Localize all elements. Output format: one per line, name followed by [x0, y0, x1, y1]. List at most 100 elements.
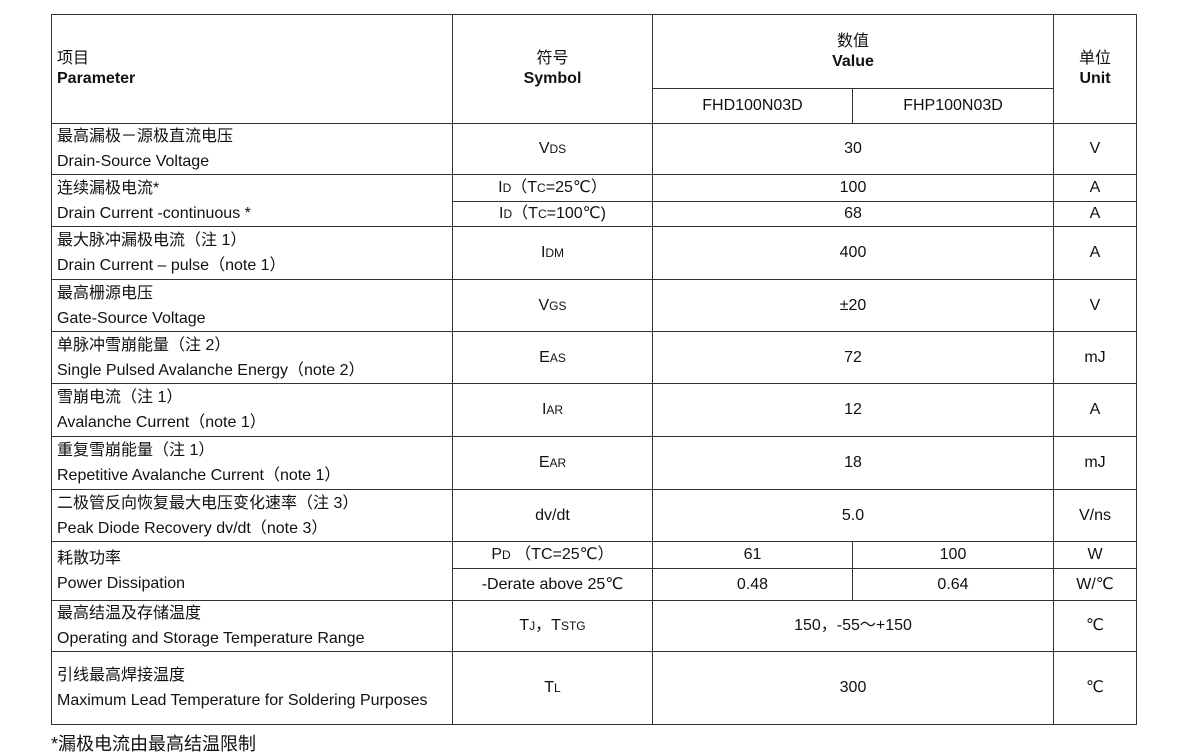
symbol-cell: IDM	[452, 226, 653, 280]
symbol-text: （T	[511, 179, 538, 196]
symbol-text: =100℃)	[546, 205, 606, 222]
parameter-cell: 最大脉冲漏极电流（注 1） Drain Current – pulse（note …	[51, 226, 453, 280]
unit-cell: ℃	[1053, 651, 1137, 725]
value-cell: 100	[652, 174, 1054, 202]
parameter-cell: 单脉冲雪崩能量（注 2） Single Pulsed Avalanche Ener…	[51, 331, 453, 384]
header-parameter: 项目 Parameter	[51, 14, 453, 124]
parameter-cn: 引线最高焊接温度	[57, 667, 186, 684]
value-cell: 30	[652, 123, 1054, 175]
symbol-text: V	[538, 140, 550, 157]
parameter-cn: 最高栅源电压	[57, 284, 154, 302]
table-row: 单脉冲雪崩能量（注 2） Single Pulsed Avalanche Ener…	[51, 331, 1137, 384]
header-value-cn: 数值	[836, 32, 869, 50]
unit-cell: ℃	[1053, 600, 1137, 652]
symbol-subscript: GS	[549, 298, 567, 313]
symbol-cell: TJ，TSTG	[452, 600, 653, 652]
symbol-text: =25℃）	[545, 179, 607, 196]
symbol-subscript: D	[502, 181, 512, 195]
symbol-cell: dv/dt	[452, 489, 653, 542]
parameter-en: Drain-Source Voltage	[57, 153, 210, 170]
parameter-cell: 重复雪崩能量（注 1） Repetitive Avalanche Current（…	[51, 436, 453, 490]
symbol-subscript: AS	[549, 350, 566, 365]
symbol-subscript: DS	[549, 142, 567, 156]
symbol-cell: TL	[452, 651, 653, 725]
value-cell-1: 0.48	[652, 568, 853, 601]
symbol-cell: -Derate above 25℃	[452, 568, 653, 601]
parameter-cn: 雪崩电流（注 1）	[57, 389, 183, 406]
symbol-cell: ID（TC=100℃)	[452, 201, 653, 227]
value-cell: 400	[652, 226, 1054, 280]
symbol-text: E	[538, 454, 550, 471]
symbol-text: P	[491, 546, 503, 563]
header-row: 项目 Parameter 符号 Symbol 数值 Value 单位 Unit	[51, 14, 1137, 124]
parameter-cn: 最大脉冲漏极电流（注 1）	[57, 232, 247, 249]
symbol-text: E	[539, 348, 550, 366]
parameter-cell: 耗散功率 Power Dissipation	[51, 541, 453, 601]
value-cell-2: 100	[852, 541, 1054, 569]
parameter-en: Drain Current -continuous *	[57, 204, 251, 222]
parameter-cn: 二极管反向恢复最大电压变化速率（注 3）	[57, 494, 359, 512]
parameter-en: Peak Diode Recovery dv/dt（note 3）	[57, 519, 328, 537]
unit-cell: W	[1053, 541, 1137, 569]
header-unit-en: Unit	[1079, 70, 1111, 87]
symbol-text: I	[540, 244, 546, 261]
symbol-text: ，T	[535, 617, 561, 634]
parameter-cell: 最高结温及存储温度 Operating and Storage Temperatu…	[51, 600, 453, 652]
parameter-cn: 最高漏极－源极直流电压	[57, 128, 234, 145]
table-row: 引线最高焊接温度 Maximum Lead Temperature for Sol…	[51, 651, 1137, 725]
table-row: 二极管反向恢复最大电压变化速率（注 3） Peak Diode Recovery…	[51, 489, 1137, 542]
header-unit-cn: 单位	[1078, 50, 1111, 67]
value-cell-2: 0.64	[852, 568, 1054, 601]
table-row: 最高栅源电压 Gate-Source Voltage VGS ±20 V	[51, 279, 1137, 332]
parameter-cn: 耗散功率	[57, 550, 122, 567]
table-row: 连续漏极电流* Drain Current -continuous * ID（TC=…	[51, 174, 1137, 227]
unit-cell: A	[1053, 201, 1137, 227]
header-parameter-cn: 项目	[57, 50, 90, 67]
parameter-cell: 最高栅源电压 Gate-Source Voltage	[51, 279, 453, 332]
parameter-cn: 最高结温及存储温度	[57, 605, 202, 622]
value-cell-1: 61	[652, 541, 853, 569]
parameter-cn: 连续漏极电流*	[57, 179, 160, 197]
parameter-en: Drain Current – pulse（note 1）	[57, 257, 286, 274]
table-row: -Derate above 25℃ 0.48 0.64 W/℃	[52, 568, 1137, 601]
parameter-cell: 二极管反向恢复最大电压变化速率（注 3） Peak Diode Recovery…	[51, 489, 453, 542]
parameter-cn: 重复雪崩能量（注 1）	[57, 442, 215, 459]
table-row: 耗散功率 Power Dissipation PD （TC=25℃） 61 100 W	[51, 541, 1137, 601]
unit-cell: A	[1053, 383, 1137, 437]
parameter-en: Power Dissipation	[57, 575, 186, 592]
header-symbol-en: Symbol	[523, 70, 582, 87]
symbol-text: I	[498, 179, 503, 196]
symbol-subscript: J	[529, 619, 536, 633]
symbol-subscript: D	[503, 207, 513, 221]
symbol-cell: VDS	[452, 123, 653, 175]
header-unit: 单位 Unit	[1053, 14, 1137, 124]
unit-cell: A	[1053, 174, 1137, 202]
symbol-subscript: DM	[545, 246, 565, 260]
symbol-cell: VGS	[452, 279, 653, 332]
symbol-subscript: C	[537, 207, 547, 221]
parameter-en: Maximum Lead Temperature for Soldering P…	[57, 692, 428, 709]
symbol-subscript: D	[502, 548, 511, 562]
symbol-text: I	[499, 205, 504, 222]
unit-cell: mJ	[1053, 331, 1137, 384]
symbol-cell: PD （TC=25℃）	[452, 541, 653, 569]
value-cell: ±20	[652, 279, 1054, 332]
value-cell: 5.0	[652, 489, 1054, 542]
header-models-row: FHD100N03D FHP100N03D	[52, 88, 1137, 124]
symbol-text: T	[544, 679, 555, 696]
unit-cell: V/ns	[1053, 489, 1137, 542]
symbol-text: （T	[512, 205, 538, 222]
value-cell: 300	[652, 651, 1054, 725]
symbol-text: -Derate above 25℃	[481, 575, 624, 593]
table-row: 雪崩电流（注 1） Avalanche Current（note 1） IAR 12 A	[51, 383, 1137, 437]
parameter-cn: 单脉冲雪崩能量（注 2）	[57, 336, 231, 354]
symbol-text: I	[541, 401, 547, 418]
value-cell: 150，-55～+150	[652, 600, 1054, 652]
table-row: 最高结温及存储温度 Operating and Storage Temperatu…	[51, 600, 1137, 652]
parameter-cell: 最高漏极－源极直流电压 Drain-Source Voltage	[51, 123, 453, 175]
symbol-text: （TC=25℃）	[510, 546, 614, 563]
parameter-en: Single Pulsed Avalanche Energy（note 2）	[57, 361, 365, 379]
unit-cell: W/℃	[1053, 568, 1137, 601]
symbol-subscript: AR	[549, 456, 567, 470]
header-value-en: Value	[832, 52, 874, 70]
